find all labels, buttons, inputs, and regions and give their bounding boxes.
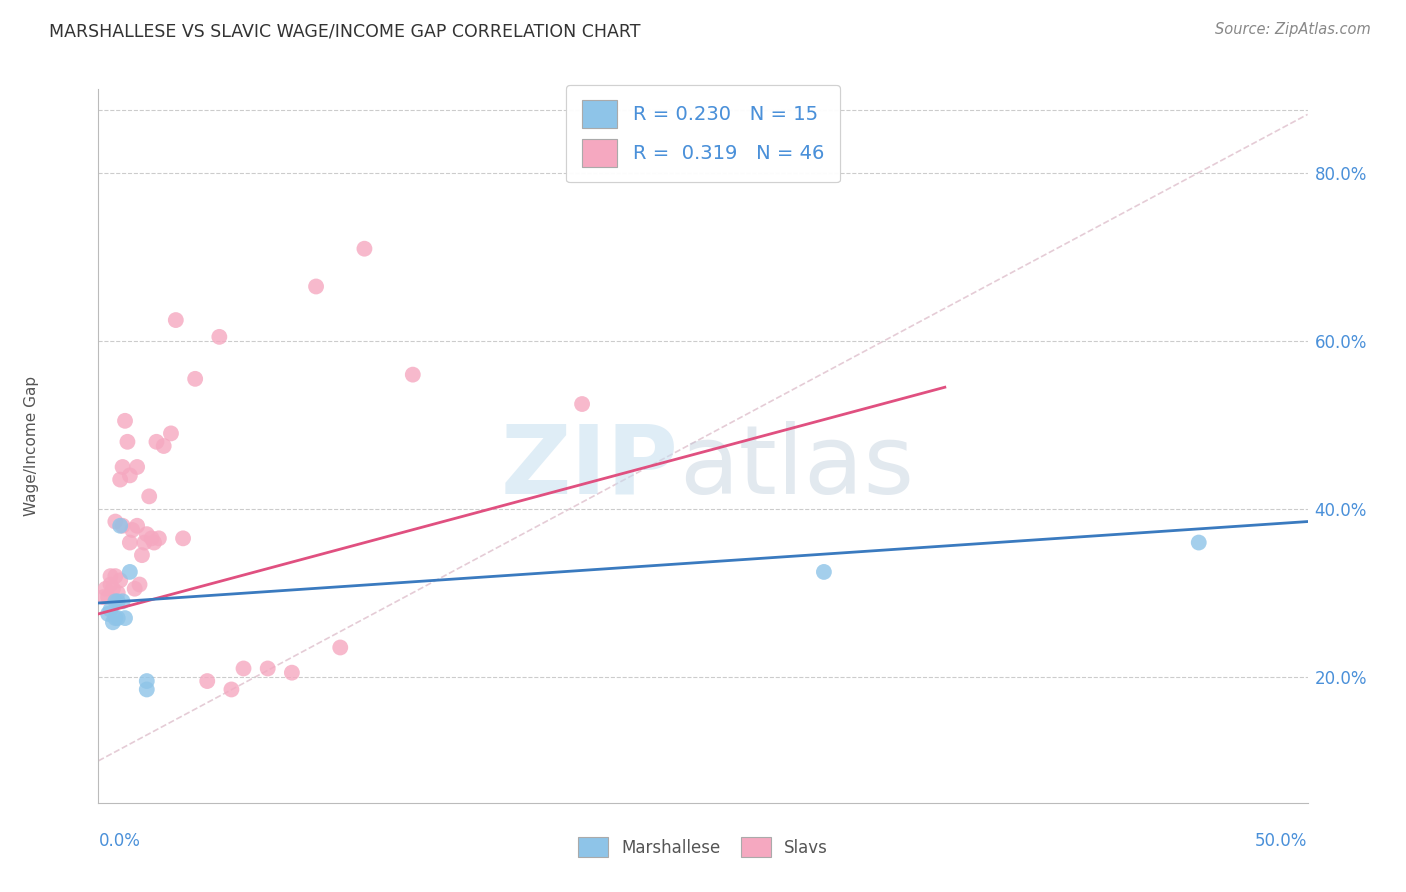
Point (127, 518, 149, 533)
Point (402, 368, 425, 382)
Point (1188, 535, 1211, 549)
Point (104, 569, 127, 583)
Point (184, 372, 207, 386)
Point (118, 565, 141, 579)
Point (104, 515, 127, 529)
Point (108, 574, 131, 588)
Point (107, 586, 129, 600)
Point (100, 577, 122, 591)
Point (117, 434, 139, 449)
Point (256, 661, 278, 675)
Text: 0.0%: 0.0% (98, 832, 141, 850)
Point (135, 674, 157, 689)
Legend: Marshallese, Slavs: Marshallese, Slavs (569, 829, 837, 866)
Point (305, 279, 328, 293)
Point (124, 582, 146, 596)
Point (143, 535, 166, 549)
Point (135, 682, 157, 697)
Point (97, 607, 120, 621)
Point (232, 661, 254, 675)
Point (121, 523, 143, 537)
Point (208, 330, 231, 344)
Point (195, 674, 218, 689)
Point (111, 594, 134, 608)
Point (101, 582, 124, 596)
Point (91, 590, 114, 604)
Point (111, 518, 134, 533)
Text: Wage/Income Gap: Wage/Income Gap (24, 376, 39, 516)
Point (172, 532, 194, 546)
Point (114, 414, 136, 428)
Legend: R = 0.230   N = 15, R =  0.319   N = 46: R = 0.230 N = 15, R = 0.319 N = 46 (567, 85, 839, 183)
Point (104, 594, 127, 608)
Point (94, 582, 117, 596)
Point (281, 665, 304, 680)
Point (108, 518, 131, 533)
Point (111, 460, 134, 475)
Point (128, 577, 150, 591)
Point (329, 640, 352, 655)
Point (97, 590, 120, 604)
Point (165, 313, 187, 327)
Point (160, 426, 183, 441)
Point (107, 611, 129, 625)
Point (135, 527, 157, 541)
Point (134, 535, 156, 549)
Text: MARSHALLESE VS SLAVIC WAGE/INCOME GAP CORRELATION CHART: MARSHALLESE VS SLAVIC WAGE/INCOME GAP CO… (49, 22, 641, 40)
Point (221, 682, 243, 697)
Point (104, 611, 127, 625)
Point (108, 473, 131, 487)
Point (353, 242, 375, 256)
Point (100, 569, 122, 583)
Point (141, 532, 163, 546)
Point (100, 603, 122, 617)
Point (107, 594, 129, 608)
Point (148, 532, 170, 546)
Point (813, 565, 835, 579)
Point (118, 535, 141, 549)
Point (131, 548, 153, 562)
Point (152, 439, 174, 453)
Text: atlas: atlas (679, 421, 914, 514)
Point (145, 434, 167, 449)
Point (571, 397, 593, 411)
Text: Source: ZipAtlas.com: Source: ZipAtlas.com (1215, 22, 1371, 37)
Point (118, 468, 141, 483)
Point (127, 460, 149, 475)
Text: 50.0%: 50.0% (1256, 832, 1308, 850)
Point (138, 489, 160, 503)
Point (101, 615, 124, 630)
Point (114, 611, 136, 625)
Text: ZIP: ZIP (501, 421, 679, 514)
